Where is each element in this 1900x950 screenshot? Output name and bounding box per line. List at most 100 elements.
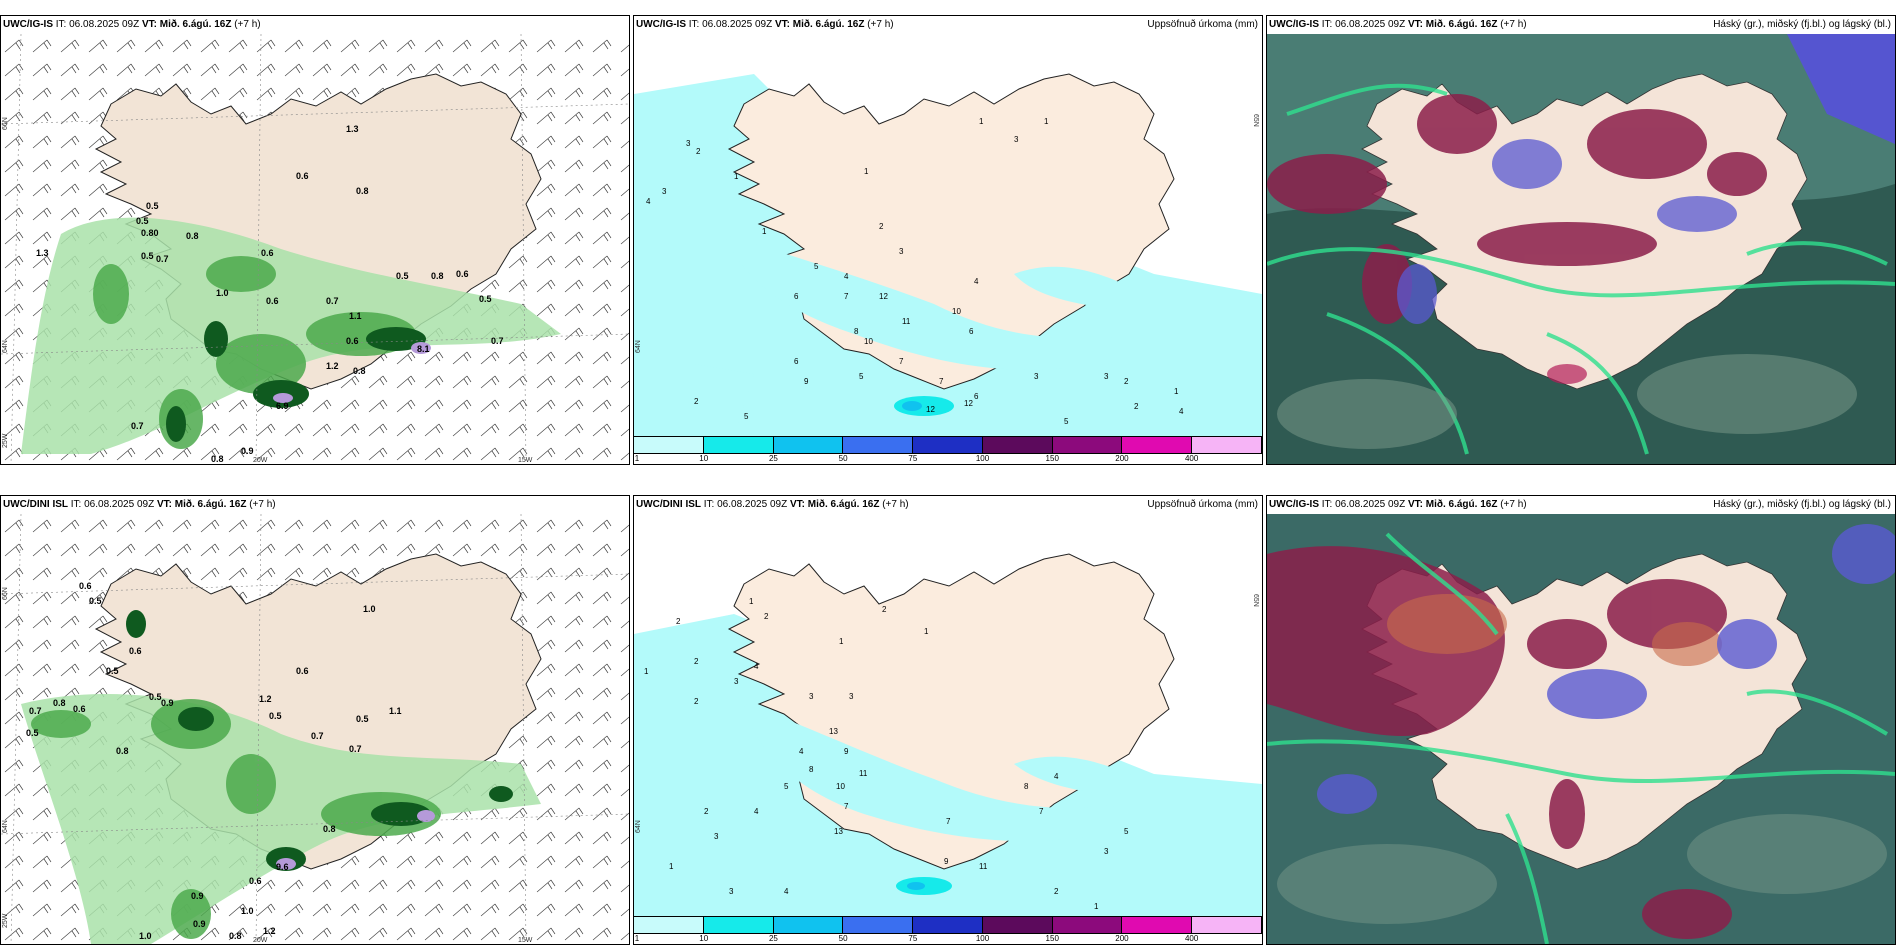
panel-title: UWC/DINI ISL IT: 06.08.2025 09Z VT: Mið.… [636,499,909,510]
svg-text:66N: 66N [2,117,9,130]
svg-text:1: 1 [762,227,767,236]
svg-text:1.3: 1.3 [36,248,49,258]
svg-text:7: 7 [899,357,904,366]
svg-text:3: 3 [899,247,904,256]
svg-text:4: 4 [1179,407,1184,416]
precip-colorbar: 1 10 25 50 75 100 150 200 400 [634,916,1262,944]
colorbar-tick: 50 [838,934,848,943]
svg-text:2: 2 [764,612,769,621]
panel-precip-wind-dini: UWC/DINI ISL IT: 06.08.2025 09Z VT: Mið.… [0,495,630,945]
svg-text:4: 4 [799,747,804,756]
svg-text:3: 3 [734,677,739,686]
panel-title: UWC/IG-IS IT: 06.08.2025 09Z VT: Mið. 6.… [3,19,261,30]
colorbar-tick: 75 [908,934,918,943]
svg-text:6: 6 [794,357,799,366]
svg-text:0.5: 0.5 [146,201,159,211]
svg-text:4: 4 [1054,772,1059,781]
svg-text:1.1: 1.1 [349,311,362,321]
precip-value-labels: 0.6 0.5 0.6 0.5 0.8 0.7 0.5 0.6 0.9 0.5 … [26,581,402,941]
colorbar-swatch [1052,437,1123,453]
svg-text:0.8: 0.8 [323,824,336,834]
svg-text:1.2: 1.2 [259,694,272,704]
svg-text:1: 1 [1044,117,1049,126]
svg-text:11: 11 [979,862,988,871]
svg-text:5: 5 [1124,827,1129,836]
panel-variable-title: Háský (gr.), miðský (fj.bl.) og lágský (… [1713,499,1891,510]
colorbar-swatch [1192,917,1262,933]
svg-text:8: 8 [809,765,814,774]
svg-text:10: 10 [952,307,961,316]
colorbar-tick: 200 [1115,454,1129,463]
svg-text:6: 6 [969,327,974,336]
precip-wind-map[interactable]: 0.6 0.8 1.3 0.5 0.5 0.80 0.8 0.6 0.5 0.7… [1,34,629,464]
svg-text:3: 3 [729,887,734,896]
svg-text:2: 2 [694,697,699,706]
precip-value-labels: 2 1 2 2 3 4 2 1 1 2 1 3 4 3 13 9 11 10 8… [644,597,1129,911]
precip-value-labels: 4 3 2 1 3 1 2 1 1 3 1 3 5 4 6 7 12 10 11… [646,117,1184,426]
panel-clouds-dini: UWC/IG-IS IT: 06.08.2025 09Z VT: Mið. 6.… [1266,495,1896,945]
svg-text:12: 12 [926,405,935,414]
svg-text:64N: 64N [635,340,642,353]
svg-text:0.7: 0.7 [491,336,504,346]
svg-text:9: 9 [844,747,849,756]
svg-text:8.1: 8.1 [417,344,430,354]
svg-text:1: 1 [734,172,739,181]
svg-text:1.2: 1.2 [326,361,339,371]
svg-text:2: 2 [694,397,699,406]
svg-text:2: 2 [704,807,709,816]
svg-text:1.1: 1.1 [389,706,402,716]
svg-text:0.7: 0.7 [156,254,169,264]
svg-text:0.5: 0.5 [269,711,282,721]
svg-text:0.6: 0.6 [79,581,92,591]
precip-wind-map[interactable]: 0.6 0.5 0.6 0.5 0.8 0.7 0.5 0.6 0.9 0.5 … [1,514,629,944]
svg-text:15W: 15W [518,937,533,944]
svg-text:2: 2 [1054,887,1059,896]
graticule-labels: 66N 64N 25W 20W 15W [2,117,533,464]
svg-text:0.6: 0.6 [266,296,279,306]
svg-text:2: 2 [1124,377,1129,386]
svg-text:0.7: 0.7 [349,744,362,754]
colorbar-swatch [703,917,774,933]
colorbar-swatch [843,437,914,453]
accumulated-precip-map[interactable]: 4 3 2 1 3 1 2 1 1 3 1 3 5 4 6 7 12 10 11… [634,34,1262,464]
svg-text:0.8: 0.8 [229,931,242,941]
svg-text:25W: 25W [2,433,9,448]
svg-text:1: 1 [864,167,869,176]
cloud-cover-map[interactable] [1267,514,1895,944]
colorbar-tick: 1 [634,454,640,463]
svg-text:1: 1 [1094,902,1099,911]
svg-text:13: 13 [834,827,843,836]
svg-text:4: 4 [784,887,789,896]
svg-text:2: 2 [879,222,884,231]
svg-text:0.8: 0.8 [116,746,129,756]
colorbar-tick: 100 [975,934,990,943]
svg-text:0.8: 0.8 [356,186,369,196]
svg-text:5: 5 [859,372,864,381]
svg-text:4: 4 [646,197,651,206]
colorbar-tick: 25 [768,454,778,463]
svg-text:2: 2 [882,605,887,614]
svg-text:8: 8 [1024,782,1029,791]
svg-text:7: 7 [946,817,951,826]
colorbar-swatch [773,437,844,453]
accumulated-precip-map[interactable]: 2 1 2 2 3 4 2 1 1 2 1 3 4 3 13 9 11 10 8… [634,514,1262,944]
svg-text:0.9: 0.9 [193,919,206,929]
panel-title: UWC/IG-IS IT: 06.08.2025 09Z VT: Mið. 6.… [1269,499,1527,510]
svg-text:0.8: 0.8 [53,698,66,708]
precip-colorbar: 1 10 25 50 75 100 150 200 400 [634,436,1262,464]
svg-text:3: 3 [1014,135,1019,144]
panel-variable-title: Háský (gr.), miðský (fj.bl.) og lágský (… [1713,19,1891,30]
svg-text:10: 10 [864,337,873,346]
svg-text:20W: 20W [253,457,268,464]
colorbar-tick: 50 [838,454,848,463]
svg-text:3: 3 [1104,847,1109,856]
svg-text:3: 3 [662,187,667,196]
svg-text:0.5: 0.5 [396,271,409,281]
cloud-cover-map[interactable] [1267,34,1895,464]
svg-text:0.5: 0.5 [106,666,119,676]
colorbar-tick: 75 [908,454,918,463]
svg-text:3: 3 [849,692,854,701]
svg-text:0.5: 0.5 [89,596,102,606]
svg-text:11: 11 [859,769,868,778]
svg-text:1.0: 1.0 [241,906,254,916]
